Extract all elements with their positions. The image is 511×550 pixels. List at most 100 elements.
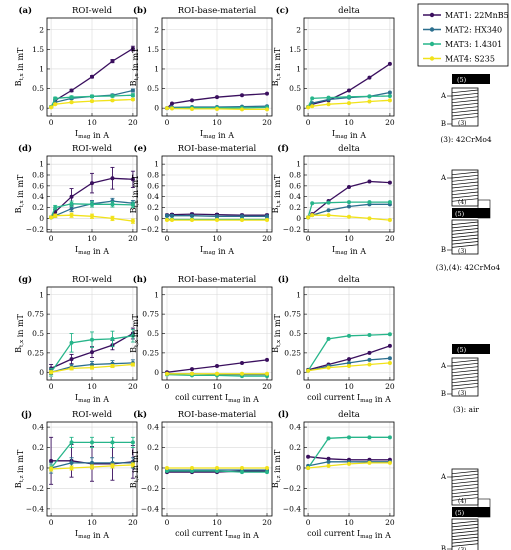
y-tick-label: −0.4 (283, 504, 301, 513)
data-point-mat1 (367, 75, 372, 80)
data-point-mat1 (69, 194, 74, 199)
coil-winding (451, 543, 479, 547)
data-point-mat1 (215, 95, 219, 100)
data-point-mat4 (130, 462, 135, 467)
data-point-mat4 (240, 465, 244, 470)
data-point-mat3 (69, 340, 74, 345)
data-point-mat4 (306, 105, 311, 110)
x-tick-label: 20 (128, 118, 138, 127)
y-axis-label: Bt,x in mT (271, 313, 282, 352)
y-tick-label: 0.75 (27, 310, 44, 319)
data-point-mat1 (69, 88, 74, 93)
y-tick-label: −0.2 (26, 484, 44, 493)
y-tick-label: 0.75 (142, 310, 159, 319)
coil-winding (451, 237, 479, 242)
coil-winding (451, 244, 479, 248)
part-label-5: (5) (455, 210, 465, 218)
x-tick-label: 20 (128, 382, 138, 391)
data-point-mat2 (110, 199, 115, 204)
data-point-mat4 (387, 460, 392, 465)
coil-winding (451, 231, 479, 235)
data-point-mat3 (387, 435, 392, 440)
coil-winding (451, 181, 479, 186)
data-point-mat2 (347, 360, 351, 365)
data-point-mat4 (306, 215, 311, 220)
data-point-mat4 (110, 364, 115, 369)
coil-winding (451, 174, 479, 179)
data-point-mat3 (326, 95, 331, 100)
data-point-mat4 (265, 371, 269, 376)
diagram-1: (5) A B (3) (3): 42CrMo4 (440, 74, 492, 144)
terminal-a: A (440, 92, 447, 100)
y-tick-label: 0.2 (289, 443, 301, 452)
data-point-mat2 (387, 356, 392, 361)
panel-j: 0 10 20 −0.4 −0.2 0 0.2 0.4(j) ROI-weld Imag in A… (14, 409, 138, 540)
coil-winding (451, 224, 479, 229)
y-tick-label: 2 (296, 25, 301, 34)
x-axis-label: Imag in A (200, 129, 234, 140)
coil-winding (451, 376, 479, 380)
y-tick-label: 0 (154, 104, 159, 113)
y-tick-label: 0 (296, 214, 301, 223)
coil-winding (451, 178, 479, 182)
y-axis-label: Bt,x in mT (129, 313, 140, 352)
data-point-mat4 (53, 102, 58, 107)
data-point-mat3 (310, 96, 315, 101)
x-axis-label: Imag in A (332, 129, 366, 140)
y-axis-label: Bt,x in mT (14, 313, 25, 352)
coil-winding (451, 89, 479, 94)
data-point-mat1 (347, 88, 351, 93)
panel-title: delta (338, 144, 360, 154)
data-point-mat4 (165, 218, 169, 223)
data-point-mat3 (110, 440, 115, 445)
y-tick-label: 0 (39, 214, 44, 223)
data-point-mat4 (130, 97, 135, 102)
part-label-3: (3) (458, 547, 467, 550)
x-axis-label: coil current Imag in A (175, 393, 259, 404)
panel-a: 0 10 20 0 0.5 1 1.5 2 (a) ROI-weld Imag in A Bt,x i… (14, 5, 138, 140)
data-point-mat3 (347, 94, 351, 99)
coil-winding (451, 198, 479, 202)
data-point-mat4 (170, 218, 174, 223)
sensor-bar (452, 74, 490, 84)
data-point-mat4 (190, 371, 194, 376)
data-point-mat1 (190, 98, 194, 103)
diagram-caption: (3),(4): 42CrMo4 (436, 263, 501, 272)
x-tick-label: 10 (344, 518, 354, 527)
data-point-mat4 (130, 219, 135, 224)
data-point-mat4 (215, 465, 219, 470)
x-tick-label: 0 (306, 518, 311, 527)
data-point-mat4 (265, 218, 269, 223)
panel-label: (g) (18, 274, 32, 285)
x-tick-label: 20 (262, 382, 272, 391)
y-tick-label: 0 (154, 368, 159, 377)
y-tick-label: 1 (39, 64, 44, 73)
x-tick-label: 0 (49, 234, 54, 243)
data-point-mat4 (265, 465, 269, 470)
coil-winding (451, 359, 479, 364)
x-tick-label: 0 (49, 118, 54, 127)
data-point-mat3 (347, 200, 351, 205)
x-tick-label: 20 (385, 118, 395, 127)
diagram-3: (5) A B (3) (3): air (440, 344, 490, 414)
data-point-mat3 (69, 440, 74, 445)
data-point-mat4 (326, 213, 331, 218)
y-tick-label: 2 (39, 25, 44, 34)
data-point-mat3 (90, 337, 94, 342)
x-axis-label: Imag in A (75, 393, 109, 404)
data-point-mat4 (240, 371, 244, 376)
x-tick-label: 20 (385, 382, 395, 391)
y-tick-label: 0.8 (32, 171, 44, 180)
x-tick-label: 0 (306, 382, 311, 391)
y-tick-label: 0.5 (32, 329, 44, 338)
legend-entry: MAT1: 22MnB5 (445, 11, 509, 20)
data-point-mat2 (310, 101, 315, 106)
coil-winding (451, 369, 479, 374)
y-axis-label: Bt,x in mT (14, 47, 25, 86)
data-point-mat4 (387, 98, 392, 103)
data-point-mat3 (326, 336, 331, 341)
panel-title: ROI-base-material (178, 6, 257, 16)
part-label-4: (4) (458, 199, 467, 206)
coil-winding (451, 92, 479, 97)
y-tick-label: 1 (296, 290, 301, 299)
